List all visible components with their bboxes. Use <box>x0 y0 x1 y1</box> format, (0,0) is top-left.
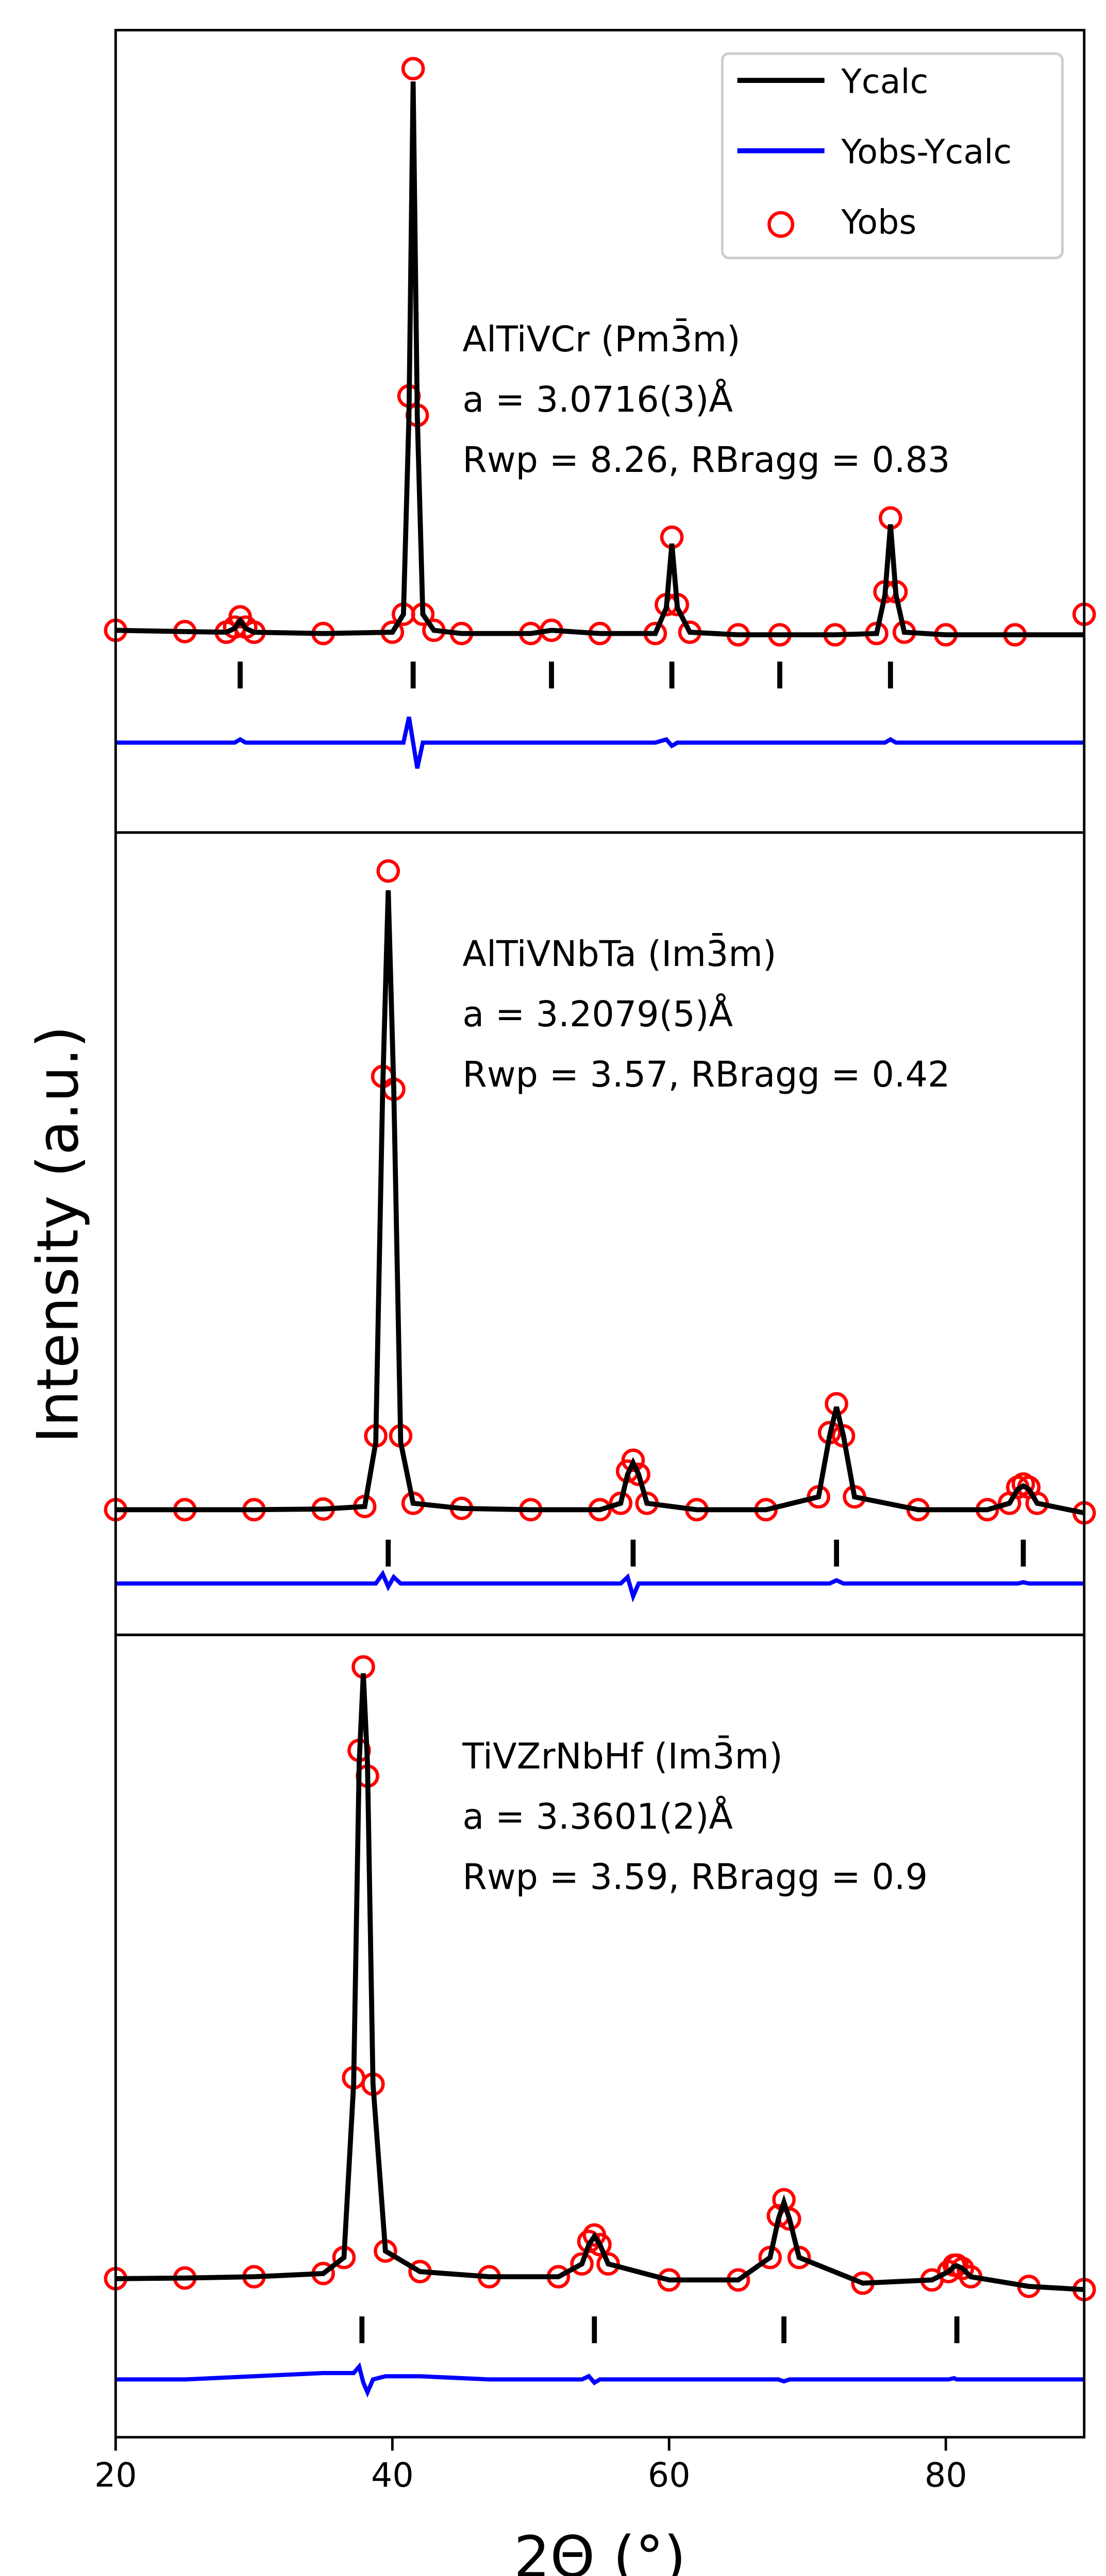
series-line <box>115 716 1084 769</box>
annotation: Rwp = 3.57, RBragg = 0.42 <box>462 1055 950 1095</box>
annotation: a = 3.3601(2)Å <box>462 1795 733 1837</box>
observed-point <box>621 1448 645 1472</box>
legend-box <box>720 52 1064 260</box>
legend-marker <box>767 211 795 238</box>
legend-label: Yobs <box>841 204 916 242</box>
x-tick-label: 80 <box>925 2456 967 2495</box>
observed-point <box>596 2252 620 2276</box>
observed-point <box>376 859 400 883</box>
series-line <box>115 81 1084 638</box>
annotation: AlTiVCr (Pm3̄m) <box>462 318 740 360</box>
observed-point <box>401 57 425 81</box>
annotation: a = 3.2079(5)Å <box>462 993 733 1035</box>
series-line <box>115 890 1085 1516</box>
series-line <box>115 1673 1084 2292</box>
annotation: a = 3.0716(3)Å <box>462 379 733 420</box>
legend-label: Yobs-Ycalc <box>841 133 1012 172</box>
x-tick-label: 40 <box>371 2456 414 2495</box>
annotation: Rwp = 3.59, RBragg = 0.9 <box>462 1857 928 1897</box>
legend-label: Ycalc <box>841 63 928 101</box>
annotation: Rwp = 8.26, RBragg = 0.83 <box>462 440 950 481</box>
annotation: TiVZrNbHf (Im3̄m) <box>462 1736 782 1777</box>
x-axis-label: 2Θ (°) <box>514 2524 686 2576</box>
x-tick-label: 60 <box>648 2456 691 2495</box>
panel-frame <box>114 1633 1086 2439</box>
annotation: AlTiVNbTa (Im3̄m) <box>462 934 776 975</box>
series-line <box>115 1569 1084 1603</box>
series-line <box>115 2362 1084 2398</box>
y-axis-label: Intensity (a.u.) <box>25 1026 92 1444</box>
x-tick-label: 20 <box>94 2456 137 2495</box>
observed-point <box>570 2252 594 2276</box>
